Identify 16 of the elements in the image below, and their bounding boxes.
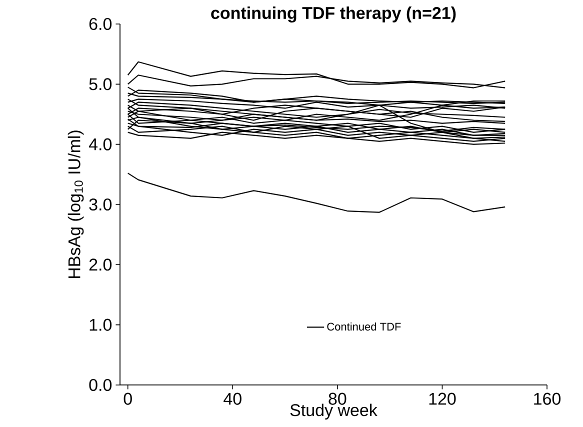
x-tick-label: 120 xyxy=(429,392,456,405)
y-tick-label: 1.0 xyxy=(90,318,112,331)
y-axis-title: HBsAg (log$_{10}$ IU/ml) xyxy=(68,130,84,278)
x-tick-label: 80 xyxy=(328,392,346,405)
chart-title: continuing TDF therapy (n=21) xyxy=(211,6,456,22)
x-tick-label: 40 xyxy=(224,392,242,405)
y-tick-label: 4.0 xyxy=(88,138,112,150)
x-tick-label: 0 xyxy=(124,392,132,405)
y-tick-label: 5.0 xyxy=(89,78,112,90)
legend-label: Continued TDF xyxy=(327,322,401,331)
y-tick-label: 6.0 xyxy=(89,18,112,30)
x-axis-title: Study week xyxy=(290,404,378,420)
y-tick-label: 0.0 xyxy=(89,378,112,392)
y-tick-label: 3.0 xyxy=(89,198,112,211)
y-tick-label: 2.0 xyxy=(89,258,112,271)
x-tick-label: 160 xyxy=(534,392,561,405)
